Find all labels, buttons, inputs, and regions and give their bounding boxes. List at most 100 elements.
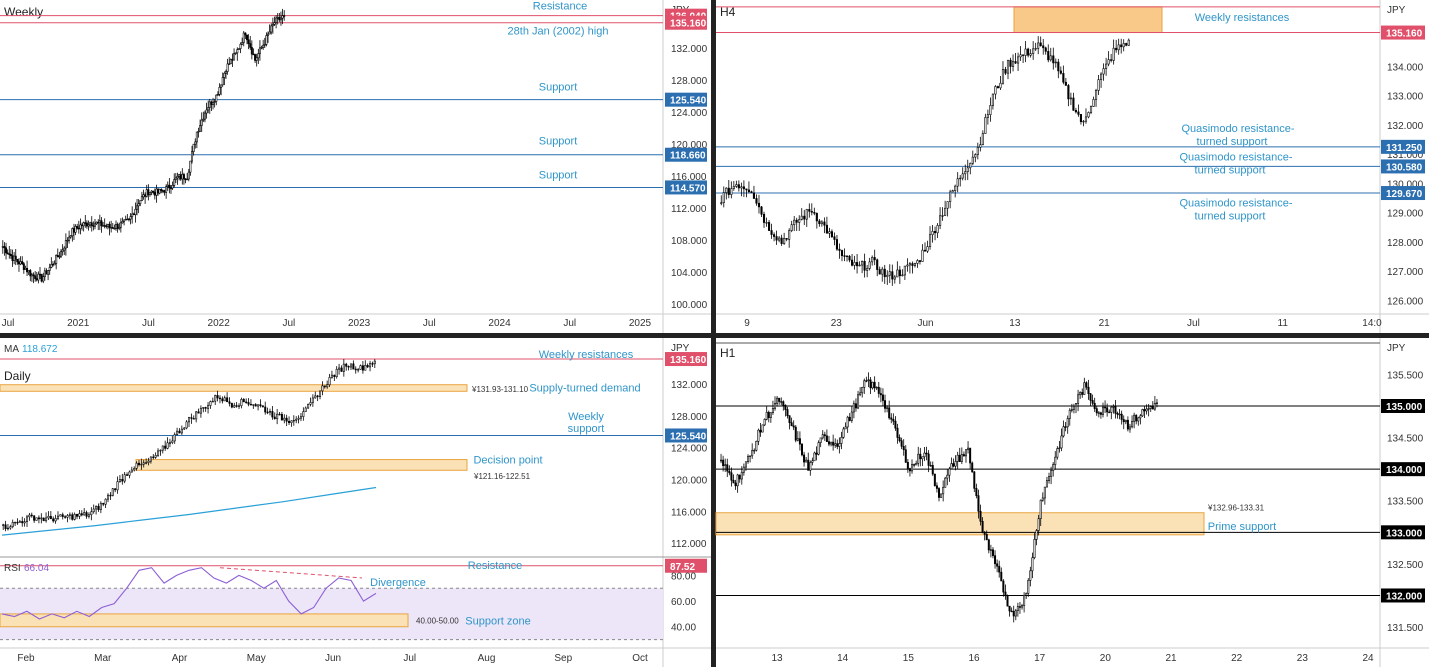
weekly-title: Weekly bbox=[4, 5, 43, 19]
daily-price-tag-text: 135.160 bbox=[670, 355, 707, 366]
weekly-candle bbox=[11, 255, 14, 261]
weekly-y-tick: 100.000 bbox=[671, 300, 708, 311]
h4-x-tick: 13 bbox=[1009, 318, 1021, 329]
daily-candle bbox=[173, 434, 176, 442]
weekly-candle bbox=[137, 203, 140, 207]
h4-candle bbox=[971, 156, 974, 164]
h4-candle bbox=[951, 190, 954, 193]
daily-price-tag bbox=[665, 428, 707, 443]
h4-x-tick: 11 bbox=[1278, 318, 1289, 329]
weekly-candle bbox=[87, 224, 90, 227]
weekly-candle bbox=[250, 47, 253, 55]
weekly-candle bbox=[270, 25, 273, 33]
h4-candle bbox=[788, 230, 791, 240]
h4-candle bbox=[991, 93, 994, 106]
h1-candle bbox=[1039, 499, 1042, 519]
weekly-candle bbox=[29, 270, 32, 277]
h4-candle bbox=[964, 171, 967, 175]
h1-candle bbox=[819, 437, 822, 443]
rsi-divergence-line bbox=[219, 567, 363, 579]
rsi-annotation: Support zone bbox=[465, 615, 530, 627]
weekly-candle bbox=[241, 42, 244, 45]
weekly-candle bbox=[283, 15, 286, 17]
h1-annotation: Prime support bbox=[1208, 521, 1276, 533]
weekly-candle bbox=[276, 17, 279, 19]
h1-candle bbox=[865, 380, 868, 382]
h4-candle bbox=[1009, 59, 1012, 67]
h4-candle bbox=[1077, 111, 1080, 115]
daily-candle bbox=[30, 514, 33, 517]
h4-title: H4 bbox=[720, 5, 736, 19]
h1-candle bbox=[1133, 414, 1136, 422]
weekly-annotation: 28th Jan (2002) high bbox=[508, 26, 609, 38]
weekly-candle bbox=[171, 184, 174, 189]
h4-candle bbox=[898, 269, 901, 277]
h4-candle bbox=[1019, 54, 1022, 58]
h1-x-tick: 14 bbox=[837, 653, 849, 664]
h1-candle bbox=[732, 479, 735, 484]
h4-weekly-resistance-zone bbox=[1013, 6, 1163, 34]
h1-candle bbox=[987, 539, 990, 551]
weekly-candle bbox=[155, 188, 158, 196]
h1-candle bbox=[989, 549, 992, 551]
h1-candle bbox=[747, 456, 750, 462]
daily-candle bbox=[369, 363, 372, 368]
h4-price-tag bbox=[1381, 25, 1425, 40]
daily-x-tick: Apr bbox=[172, 653, 188, 664]
h4-candle bbox=[778, 237, 781, 241]
h1-candle bbox=[840, 437, 843, 444]
weekly-candle bbox=[268, 31, 271, 35]
weekly-candle bbox=[208, 101, 211, 108]
daily-candle bbox=[37, 517, 40, 520]
h4-candle bbox=[760, 206, 763, 215]
h4-candle bbox=[888, 271, 891, 276]
h1-price-tag bbox=[1381, 462, 1425, 477]
weekly-y-tick: 108.000 bbox=[671, 236, 708, 247]
h1-candle bbox=[994, 555, 997, 565]
daily-candle bbox=[240, 399, 243, 407]
h4-candle bbox=[745, 188, 748, 191]
weekly-candle bbox=[197, 130, 200, 133]
daily-candle bbox=[180, 428, 183, 434]
daily-candle bbox=[171, 440, 174, 443]
weekly-candle bbox=[199, 125, 202, 132]
daily-zone bbox=[135, 459, 468, 471]
daily-candle bbox=[226, 397, 229, 403]
h1-candle bbox=[915, 462, 918, 466]
h1-x-tick: 22 bbox=[1231, 653, 1243, 664]
h4-candle bbox=[1120, 44, 1123, 48]
h1-candle bbox=[867, 379, 870, 381]
h4-candle bbox=[906, 264, 909, 267]
h1-candle bbox=[985, 533, 988, 541]
h1-candle bbox=[931, 465, 934, 475]
daily-candle bbox=[195, 411, 198, 420]
h1-price-tag-text: 132.000 bbox=[1386, 591, 1423, 602]
h4-candle bbox=[858, 264, 861, 267]
h4-x-tick: 9 bbox=[744, 318, 750, 329]
weekly-candle bbox=[207, 107, 210, 111]
rsi-chart: 40.00-50.00 87.52 RSI 66.04 80.00 60.00 40.00 D… bbox=[0, 558, 707, 641]
h4-candle bbox=[790, 224, 793, 231]
weekly-x-tick: Jul bbox=[423, 318, 436, 329]
weekly-candle bbox=[182, 174, 185, 180]
daily-candle bbox=[359, 365, 362, 370]
h1-y-tick: 135.500 bbox=[1387, 370, 1424, 381]
daily-x-tick: Sep bbox=[554, 653, 572, 664]
h4-candle bbox=[1011, 61, 1015, 67]
weekly-candle bbox=[136, 205, 139, 210]
h4-candle bbox=[928, 234, 932, 247]
weekly-price-tag-text: 118.660 bbox=[670, 151, 706, 162]
h1-candle bbox=[1112, 406, 1115, 408]
h1-candle bbox=[846, 416, 849, 428]
daily-candle bbox=[214, 395, 217, 402]
h4-candle bbox=[883, 268, 886, 278]
daily-candle bbox=[140, 463, 143, 466]
weekly-candle bbox=[118, 226, 121, 229]
h1-candle bbox=[1033, 539, 1036, 558]
h1-y-tick: 131.500 bbox=[1387, 623, 1424, 634]
weekly-candle bbox=[252, 53, 255, 56]
weekly-candle bbox=[43, 270, 46, 277]
h1-candle bbox=[954, 461, 957, 467]
h1-candle bbox=[861, 387, 864, 394]
